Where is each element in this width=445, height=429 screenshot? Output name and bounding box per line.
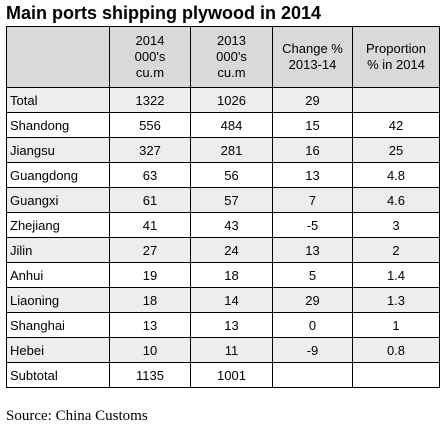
proportion-percent: 0.8 <box>352 337 440 363</box>
table-row: Anhui 19 18 5 1.4 <box>6 262 440 288</box>
source-note: Source: China Customs <box>6 408 148 424</box>
change-percent: 0 <box>272 312 353 338</box>
header-line: 2014 <box>135 33 165 48</box>
header-line: 2013 <box>217 33 246 48</box>
change-percent: -5 <box>272 212 353 238</box>
value-2013: 11 <box>190 337 273 363</box>
value-2013: 13 <box>190 312 273 338</box>
table-row: Shandong 556 484 15 42 <box>6 112 440 138</box>
port-name: Guangdong <box>6 162 110 188</box>
header-line: cu.m <box>135 65 165 80</box>
header-line: 2013-14 <box>288 57 337 72</box>
header-line: Change % <box>282 41 343 56</box>
value-2013: 484 <box>190 112 273 138</box>
header-2014: 2014 000's cu.m <box>109 26 191 88</box>
port-name: Subtotal <box>6 362 110 388</box>
table-row: Hebei 10 11 -9 0.8 <box>6 337 440 363</box>
table-row-total: Total 1322 1026 29 <box>6 87 440 113</box>
change-percent: -9 <box>272 337 353 363</box>
proportion-percent: 1 <box>352 312 440 338</box>
value-2014: 27 <box>109 237 191 263</box>
value-2013: 14 <box>190 287 273 313</box>
proportion-percent: 1.3 <box>352 287 440 313</box>
change-percent: 7 <box>272 187 353 213</box>
change-percent: 29 <box>272 87 353 113</box>
value-2014: 556 <box>109 112 191 138</box>
value-2014: 1322 <box>109 87 191 113</box>
change-percent: 15 <box>272 112 353 138</box>
table-title: Main ports shipping plywood in 2014 <box>6 3 322 23</box>
header-row: 2014 000's cu.m 2013 000's cu.m Change %… <box>6 26 440 88</box>
value-2013: 1001 <box>190 362 273 388</box>
proportion-percent: 4.6 <box>352 187 440 213</box>
value-2014: 1135 <box>109 362 191 388</box>
table-row: Zhejiang 41 43 -5 3 <box>6 212 440 238</box>
header-line: 000's <box>216 49 247 64</box>
change-percent: 16 <box>272 137 353 163</box>
value-2013: 281 <box>190 137 273 163</box>
header-line: 000's <box>134 49 166 64</box>
port-name: Zhejiang <box>6 212 110 238</box>
table-row: Shanghai 13 13 0 1 <box>6 312 440 338</box>
port-name: Shanghai <box>6 312 110 338</box>
port-name: Total <box>6 87 110 113</box>
change-percent: 13 <box>272 162 353 188</box>
proportion-percent <box>352 362 440 388</box>
header-line: % in 2014 <box>367 57 425 72</box>
proportion-percent <box>352 87 440 113</box>
port-name: Jiangsu <box>6 137 110 163</box>
port-name: Shandong <box>6 112 110 138</box>
ports-table: 2014 000's cu.m 2013 000's cu.m Change %… <box>6 26 440 388</box>
port-name: Jilin <box>6 237 110 263</box>
header-change: Change % 2013-14 <box>272 26 353 88</box>
value-2013: 57 <box>190 187 273 213</box>
proportion-percent: 42 <box>352 112 440 138</box>
value-2013: 56 <box>190 162 273 188</box>
table-row: Guangxi 61 57 7 4.6 <box>6 187 440 213</box>
change-percent: 5 <box>272 262 353 288</box>
value-2014: 63 <box>109 162 191 188</box>
value-2014: 18 <box>109 287 191 313</box>
header-proportion: Proportion % in 2014 <box>352 26 440 88</box>
change-percent: 29 <box>272 287 353 313</box>
header-port <box>6 26 110 88</box>
table-row: Jilin 27 24 13 2 <box>6 237 440 263</box>
change-percent: 13 <box>272 237 353 263</box>
proportion-percent: 3 <box>352 212 440 238</box>
value-2013: 43 <box>190 212 273 238</box>
proportion-percent: 25 <box>352 137 440 163</box>
header-2013: 2013 000's cu.m <box>190 26 273 88</box>
value-2014: 19 <box>109 262 191 288</box>
table-row: Jiangsu 327 281 16 25 <box>6 137 440 163</box>
table-row: Liaoning 18 14 29 1.3 <box>6 287 440 313</box>
table-row-subtotal: Subtotal 1135 1001 <box>6 362 440 388</box>
value-2014: 327 <box>109 137 191 163</box>
value-2014: 13 <box>109 312 191 338</box>
port-name: Anhui <box>6 262 110 288</box>
proportion-percent: 2 <box>352 237 440 263</box>
value-2014: 61 <box>109 187 191 213</box>
header-line: cu.m <box>217 65 246 80</box>
header-line: Proportion <box>366 41 426 56</box>
value-2013: 18 <box>190 262 273 288</box>
value-2014: 10 <box>109 337 191 363</box>
port-name: Hebei <box>6 337 110 363</box>
value-2013: 1026 <box>190 87 273 113</box>
value-2013: 24 <box>190 237 273 263</box>
port-name: Liaoning <box>6 287 110 313</box>
proportion-percent: 1.4 <box>352 262 440 288</box>
table-row: Guangdong 63 56 13 4.8 <box>6 162 440 188</box>
change-percent <box>272 362 353 388</box>
proportion-percent: 4.8 <box>352 162 440 188</box>
port-name: Guangxi <box>6 187 110 213</box>
value-2014: 41 <box>109 212 191 238</box>
